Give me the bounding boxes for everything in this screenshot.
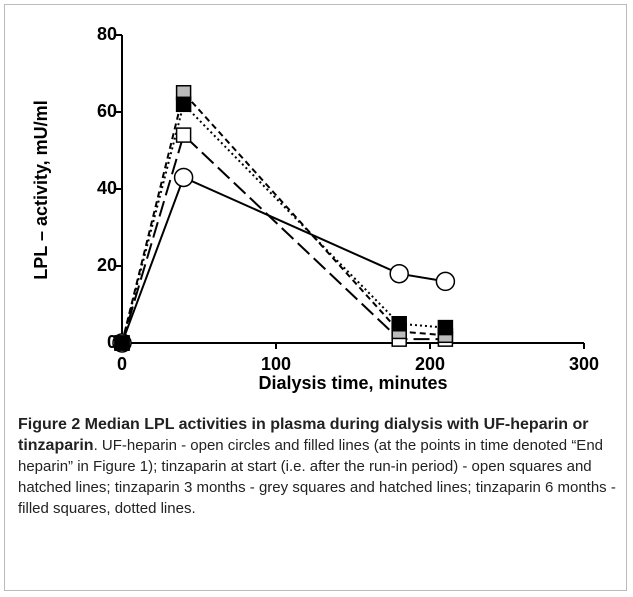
y-tick-label: 20 [97, 255, 117, 275]
y-tick-label: 0 [107, 332, 117, 352]
point [435, 271, 456, 292]
x-tick-label: 200 [415, 354, 445, 374]
point [173, 167, 194, 188]
y-tick-label: 60 [97, 101, 117, 121]
chart: LPL – activity, mU/ml Dialysis time, min… [31, 24, 599, 393]
series-line [121, 102, 446, 344]
y-axis-label: LPL – activity, mU/ml [31, 100, 51, 279]
y-tick-label: 80 [97, 24, 117, 44]
point [114, 335, 130, 351]
series-line [121, 176, 446, 344]
x-axis-label: Dialysis time, minutes [258, 373, 447, 393]
y-tick-label: 40 [97, 178, 117, 198]
caption-title: Figure 2 Median LPL activities in plasma… [18, 416, 589, 454]
point [389, 263, 409, 284]
caption: Figure 2 Median LPL activities in plasma… [18, 414, 616, 519]
x-tick-label: 0 [117, 354, 127, 374]
point [175, 127, 192, 143]
x-tick-label: 300 [569, 354, 599, 374]
caption-text: . UF-heparin - open circles and filled l… [18, 437, 616, 517]
point [391, 316, 407, 332]
series-line [121, 133, 446, 344]
point [437, 319, 454, 336]
point [175, 96, 192, 113]
figure-frame [4, 4, 627, 591]
series-line [121, 90, 446, 344]
x-tick-label: 100 [261, 354, 291, 374]
